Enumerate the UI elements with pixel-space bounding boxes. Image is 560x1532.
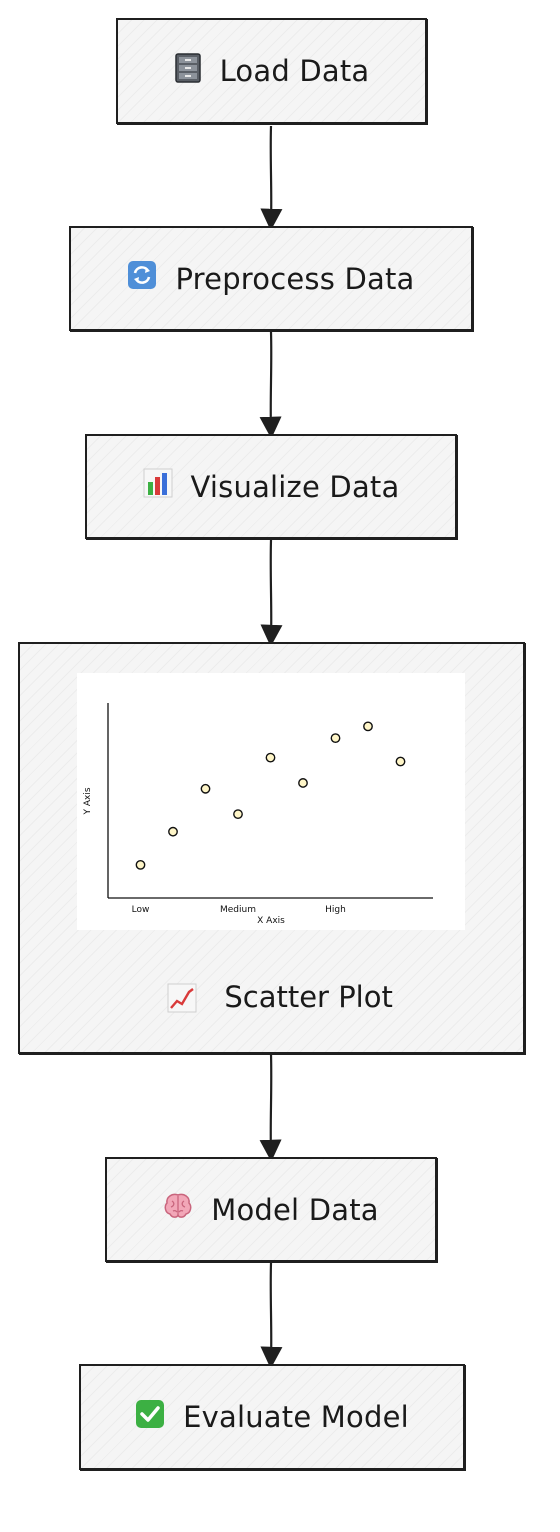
x-tick-label: High	[325, 905, 346, 915]
node-label: Scatter Plot	[224, 980, 393, 1014]
scatter-point	[395, 756, 406, 767]
scatter-plot-image: Low Medium High X Axis Y Axis	[77, 673, 465, 930]
y-axis-label: Y Axis	[83, 787, 93, 815]
node-evaluate-model[interactable]: Evaluate Model	[79, 1364, 465, 1470]
scatter-point	[200, 783, 211, 794]
scatter-point	[265, 752, 276, 763]
node-label: Model Data	[211, 1192, 379, 1227]
bar-chart-icon	[143, 468, 173, 505]
x-tick-label: Medium	[220, 905, 256, 915]
scatter-point	[168, 826, 178, 837]
arrow-load-to-preprocess	[260, 125, 283, 231]
file-cabinet-icon	[174, 52, 202, 90]
node-label: Visualize Data	[190, 469, 400, 504]
scatter-point	[330, 733, 341, 743]
node-load-data[interactable]: Load Data	[116, 18, 427, 124]
refresh-icon	[127, 260, 157, 297]
scatter-point	[298, 778, 308, 788]
node-label: Evaluate Model	[183, 1400, 409, 1434]
x-tick-label: Low	[132, 905, 150, 915]
brain-icon	[163, 1192, 193, 1227]
scatter-point	[233, 809, 243, 820]
chart-increasing-icon	[167, 982, 197, 1016]
node-preprocess-data[interactable]: Preprocess Data	[69, 226, 473, 331]
node-label: Load Data	[219, 54, 370, 88]
arrow-visualize-to-scatter	[260, 539, 283, 647]
node-label: Preprocess Data	[175, 261, 415, 296]
scatter-point	[363, 721, 373, 732]
x-axis-label: X Axis	[257, 916, 285, 926]
scatter-chart: Low Medium High X Axis Y Axis	[83, 703, 433, 926]
check-mark-icon	[135, 1399, 165, 1436]
scatter-point	[135, 859, 146, 870]
arrow-model-to-evaluate	[260, 1262, 283, 1369]
node-visualize-data[interactable]: Visualize Data	[85, 434, 457, 539]
scatter-plot-caption: Scatter Plot	[0, 980, 560, 1016]
arrow-scatter-to-model	[259, 1053, 282, 1162]
node-model-data[interactable]: Model Data	[105, 1157, 437, 1262]
arrow-preprocess-to-visualize	[259, 331, 282, 439]
